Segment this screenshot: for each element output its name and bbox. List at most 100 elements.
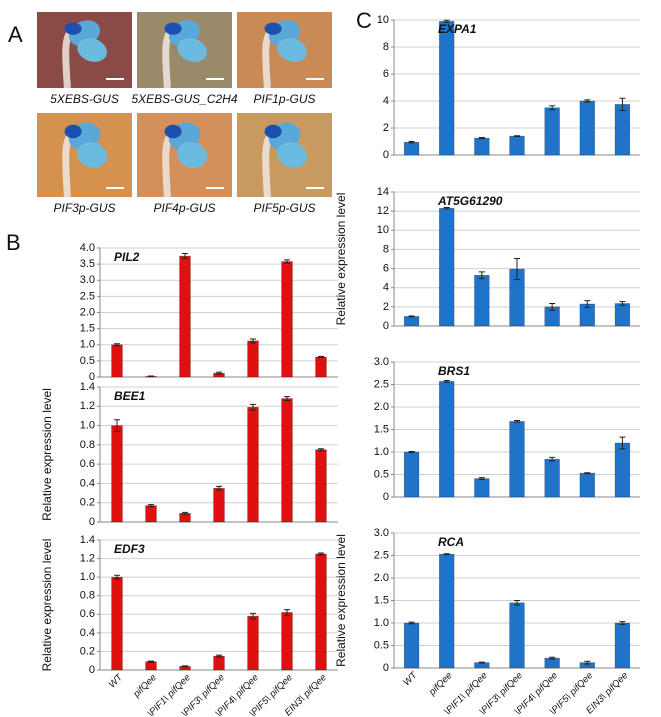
chart-title: EDF3 [114, 542, 145, 556]
bar [112, 426, 123, 522]
y-tick-label: 1.5 [80, 323, 95, 335]
bar [615, 104, 630, 155]
y-tick-label: 6 [383, 68, 389, 80]
error-bar [584, 473, 590, 474]
y-tick-label: 2.5 [80, 290, 95, 302]
bar [404, 452, 419, 497]
y-tick-label: 1.0 [374, 446, 389, 458]
y-tick-label: 0.8 [80, 590, 95, 602]
bar [214, 488, 225, 522]
bar [580, 101, 595, 155]
bar [615, 304, 630, 326]
bar [545, 459, 560, 497]
bar [146, 662, 157, 670]
error-bar [148, 376, 154, 377]
bar [404, 623, 419, 668]
error-bar [182, 666, 188, 667]
y-tick-label: 0.2 [80, 497, 95, 509]
error-bar [514, 136, 520, 137]
image-caption: PIF3p-GUS [53, 201, 115, 215]
apex [65, 125, 82, 138]
bar [580, 473, 595, 497]
y-tick-label: 10 [377, 224, 389, 236]
y-tick-label: 4 [383, 95, 389, 107]
x-tick-label: pifQee [131, 672, 159, 700]
bar [615, 623, 630, 668]
y-tick-label: 1.0 [80, 339, 95, 351]
y-tick-label: 0.5 [374, 468, 389, 480]
chart-title: BRS1 [438, 364, 470, 378]
y-tick-label: 1.5 [374, 423, 389, 435]
y-tick-label: 2.0 [374, 401, 389, 413]
chart-title: PIL2 [114, 250, 140, 264]
y-tick-label: 1.4 [80, 381, 95, 393]
y-axis-label: Relative expression level [40, 388, 54, 521]
bar [146, 506, 157, 522]
bar [316, 450, 327, 522]
bar [439, 381, 454, 497]
y-tick-label: 0.2 [80, 645, 95, 657]
y-tick-label: 2.5 [374, 378, 389, 390]
y-tick-label: 8 [383, 41, 389, 53]
y-tick-label: 10 [377, 14, 389, 26]
y-tick-label: 1.0 [80, 571, 95, 583]
error-bar [444, 554, 450, 555]
x-tick-label: WT [401, 669, 420, 688]
y-tick-label: 3.0 [374, 356, 389, 368]
y-tick-label: 0.6 [80, 608, 95, 620]
bar [404, 316, 419, 326]
chart-title: EXPA1 [438, 22, 477, 36]
y-tick-label: 3.5 [80, 258, 95, 270]
x-tick-label: pifQee [426, 670, 454, 698]
panel-label: B [6, 230, 21, 255]
y-tick-label: 0 [89, 664, 95, 676]
y-tick-label: 1.0 [80, 419, 95, 431]
chart-title: BEE1 [114, 389, 146, 403]
apex [165, 23, 182, 35]
y-tick-label: 0.4 [80, 477, 95, 489]
bar [510, 136, 525, 155]
chart-title: RCA [438, 535, 464, 549]
y-tick-label: 0 [383, 320, 389, 332]
bar [112, 577, 123, 670]
apex [65, 23, 82, 35]
y-tick-label: 4 [383, 282, 389, 294]
bar [545, 658, 560, 668]
bar [180, 256, 191, 377]
bar [282, 262, 293, 377]
error-bar [479, 662, 485, 663]
y-tick-label: 2.0 [374, 572, 389, 584]
y-tick-label: 14 [377, 186, 389, 198]
bar [615, 443, 630, 497]
error-bar [148, 661, 154, 662]
bar [316, 357, 327, 377]
y-tick-label: 3.0 [374, 527, 389, 539]
y-tick-label: 0.6 [80, 458, 95, 470]
y-tick-label: 0.4 [80, 627, 95, 639]
apex [265, 125, 282, 138]
error-bar [409, 316, 415, 317]
bar [439, 554, 454, 668]
bar [404, 142, 419, 155]
image-caption: PIF5p-GUS [253, 201, 315, 215]
y-tick-label: 8 [383, 243, 389, 255]
y-tick-label: 0.5 [80, 355, 95, 367]
y-tick-label: 3.0 [80, 274, 95, 286]
y-tick-label: 0 [383, 662, 389, 674]
y-tick-label: 2.0 [80, 306, 95, 318]
bar [248, 407, 259, 522]
y-tick-label: 4.0 [80, 242, 95, 254]
y-tick-label: 0 [383, 149, 389, 161]
y-tick-label: 1.0 [374, 617, 389, 629]
apex [265, 23, 282, 35]
bar [248, 616, 259, 670]
y-tick-label: 12 [377, 205, 389, 217]
y-tick-label: 0 [383, 491, 389, 503]
y-tick-label: 6 [383, 262, 389, 274]
y-axis-label: Relative expression level [40, 539, 54, 672]
bar [316, 554, 327, 670]
chart-title: AT5G61290 [437, 194, 503, 208]
bar [510, 421, 525, 497]
y-tick-label: 0.5 [374, 639, 389, 651]
bar [282, 399, 293, 522]
